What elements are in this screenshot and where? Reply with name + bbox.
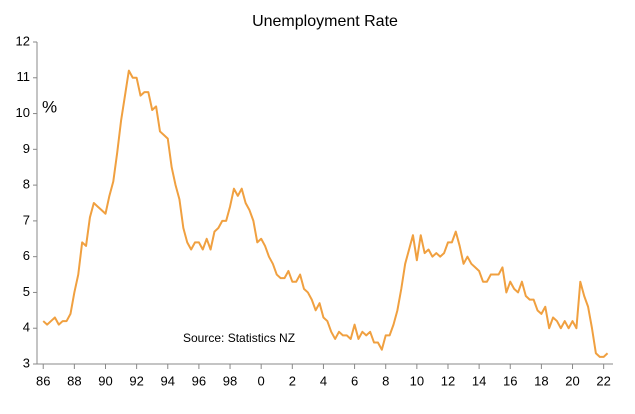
y-tick-label: 8 (23, 177, 30, 192)
x-tick-label: 90 (98, 373, 112, 388)
line-series (42, 69, 609, 358)
x-tick-label: 98 (223, 373, 237, 388)
y-tick-label: 3 (23, 355, 30, 370)
y-tick-label: 4 (23, 320, 30, 335)
y-tick-label: 11 (17, 69, 31, 84)
x-tick-label: 16 (503, 373, 517, 388)
x-tick-label: 0 (258, 373, 265, 388)
y-tick-label: 7 (23, 212, 30, 227)
x-tick-label: 12 (441, 373, 455, 388)
x-tick-label: 22 (596, 373, 610, 388)
x-tick-label: 86 (36, 373, 50, 388)
x-tick-label: 92 (129, 373, 143, 388)
y-tick-label: 6 (23, 248, 30, 263)
x-tick-label: 18 (534, 373, 548, 388)
x-tick-label: 10 (410, 373, 424, 388)
x-tick-label: 8 (382, 373, 389, 388)
y-tick-label: 10 (16, 105, 30, 120)
x-tick-label: 14 (472, 373, 486, 388)
y-tick-label: 12 (16, 33, 30, 48)
x-tick-label: 6 (351, 373, 358, 388)
annotation: Source: Statistics NZ (183, 331, 295, 345)
x-tick-label: 88 (67, 373, 81, 388)
y-tick-label: 5 (23, 284, 30, 299)
x-tick-label: 2 (289, 373, 296, 388)
y-tick-label: 9 (23, 141, 30, 156)
x-tick-label: 4 (320, 373, 327, 388)
x-tick-label: 20 (565, 373, 579, 388)
chart-title: Unemployment Rate (252, 13, 398, 30)
x-tick-label: 96 (192, 373, 206, 388)
x-tick-label: 94 (161, 373, 175, 388)
y-axis-label: % (42, 97, 57, 116)
